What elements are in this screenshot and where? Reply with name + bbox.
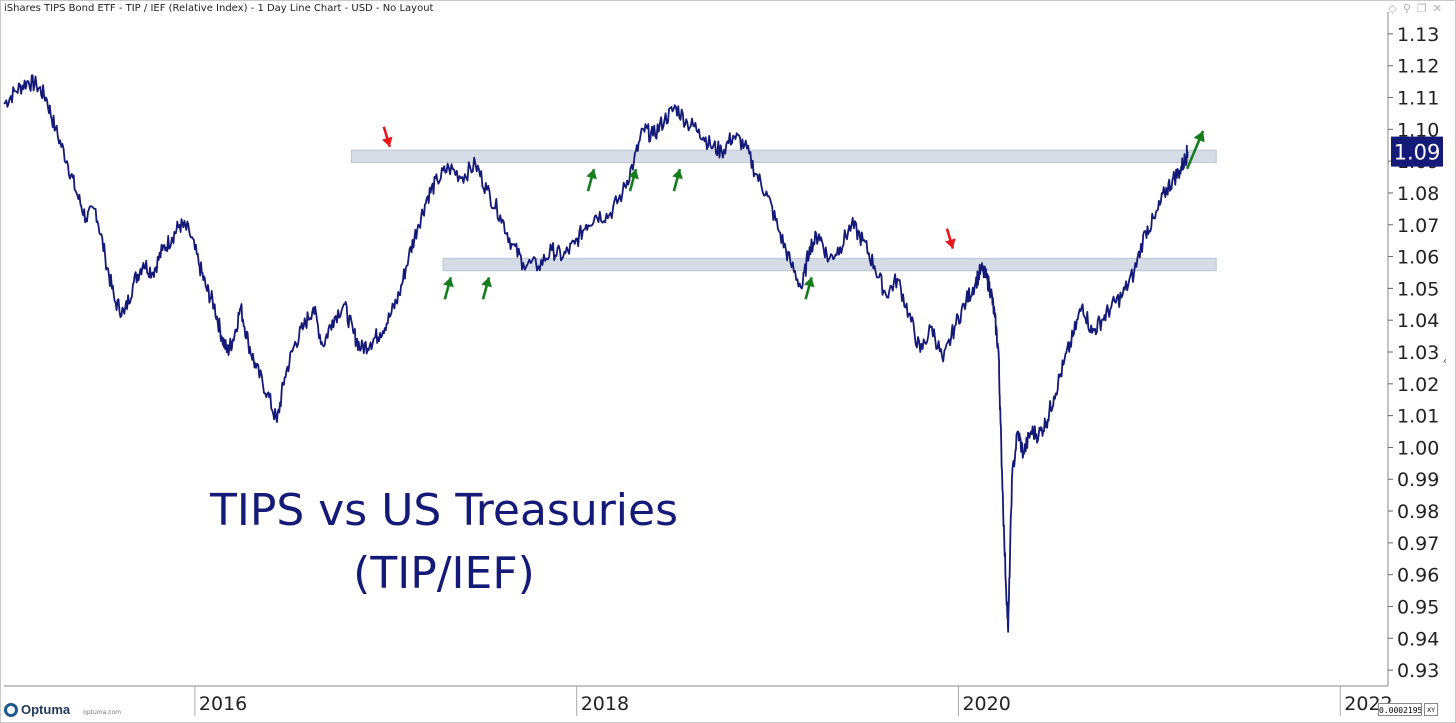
y-tick-label: 1.02 xyxy=(1397,374,1439,396)
pin-icon[interactable]: ⚲ xyxy=(1402,2,1417,15)
series-layer xyxy=(3,74,1189,633)
y-tick-label: 0.98 xyxy=(1397,501,1439,523)
y-tick-label: 1.08 xyxy=(1397,183,1439,205)
x-tick-label: 2018 xyxy=(581,693,629,715)
diamond-icon[interactable]: ◇ xyxy=(1388,2,1403,15)
green-arrow-2 xyxy=(586,168,597,192)
optuma-logo-icon xyxy=(4,702,18,717)
last-value-label: 1.09 xyxy=(1394,141,1441,165)
green-arrow-6 xyxy=(1185,130,1205,170)
restore-icon[interactable]: ❐ xyxy=(1416,2,1433,15)
green-arrow-1 xyxy=(481,276,492,300)
last-value-badge: 1.09 xyxy=(1391,136,1443,167)
series-line-0 xyxy=(3,74,1189,633)
green-arrow-5 xyxy=(803,276,815,300)
y-axis-ticks: 0.93 0.94 0.95 0.96 0.97 0.98 0.99 1.00 1.01 1.02… xyxy=(1388,24,1439,682)
band-0 xyxy=(350,149,1217,164)
optuma-logo: Optuma optuma.com xyxy=(4,702,121,717)
y-tick-label: 1.11 xyxy=(1397,88,1439,110)
band-1 xyxy=(442,257,1217,272)
last-value-box xyxy=(1391,136,1443,167)
red-arrow-1 xyxy=(945,228,956,249)
close-icon[interactable]: ✕ xyxy=(1432,2,1448,15)
brand-url: optuma.com xyxy=(83,708,122,716)
y-tick-label: 0.96 xyxy=(1397,565,1439,587)
y-tick-label: 1.12 xyxy=(1397,56,1439,78)
y-tick-label: 0.94 xyxy=(1397,628,1439,650)
y-tick-label: 0.93 xyxy=(1397,660,1439,682)
chart-annotation: TIPS vs US Treasuries (TIP/IEF) xyxy=(209,485,678,599)
y-tick-label: 1.04 xyxy=(1397,310,1439,332)
y-tick-label: 1.01 xyxy=(1397,406,1439,428)
y-tick-label: 1.03 xyxy=(1397,342,1439,364)
green-arrow-3 xyxy=(628,168,639,192)
green-arrow-0 xyxy=(443,276,454,300)
y-tick-label: 0.97 xyxy=(1397,533,1439,555)
y-tick-label: 1.10 xyxy=(1397,119,1439,141)
green-arrow-4 xyxy=(672,168,683,192)
annotation-line-0: TIPS vs US Treasuries xyxy=(209,485,678,536)
x-axis-ticks: 2016 2018 2020 2022 xyxy=(194,686,1393,716)
y-tick-label: 1.05 xyxy=(1397,278,1439,300)
y-tick-label: 0.95 xyxy=(1397,596,1439,618)
y-tick-label: 0.99 xyxy=(1397,469,1439,491)
axes xyxy=(4,12,1389,687)
annotation-arrows xyxy=(381,126,1205,300)
brand-name: Optuma xyxy=(21,702,71,717)
annotation-line-1: (TIP/IEF) xyxy=(353,548,535,599)
y-tick-label: 1.06 xyxy=(1397,247,1439,269)
x-tick-label: 2016 xyxy=(199,693,247,715)
window-controls[interactable]: ◇⚲❐✕ xyxy=(1388,2,1448,15)
x-tick-label: 2020 xyxy=(962,693,1010,715)
y-tick-label: 1.13 xyxy=(1397,24,1439,46)
red-arrow-0 xyxy=(381,126,393,148)
xy-toggle-button[interactable]: XY xyxy=(1424,703,1438,716)
cursor-value-readout: 0.0002195 xyxy=(1378,703,1422,716)
y-tick-label: 1.07 xyxy=(1397,215,1439,237)
support-resistance-bands xyxy=(350,149,1217,272)
collapse-panel-icon[interactable]: ‹ xyxy=(1443,356,1447,367)
y-tick-label: 1.00 xyxy=(1397,437,1439,459)
window-title: iShares TIPS Bond ETF - TIP / IEF (Relat… xyxy=(4,3,434,14)
